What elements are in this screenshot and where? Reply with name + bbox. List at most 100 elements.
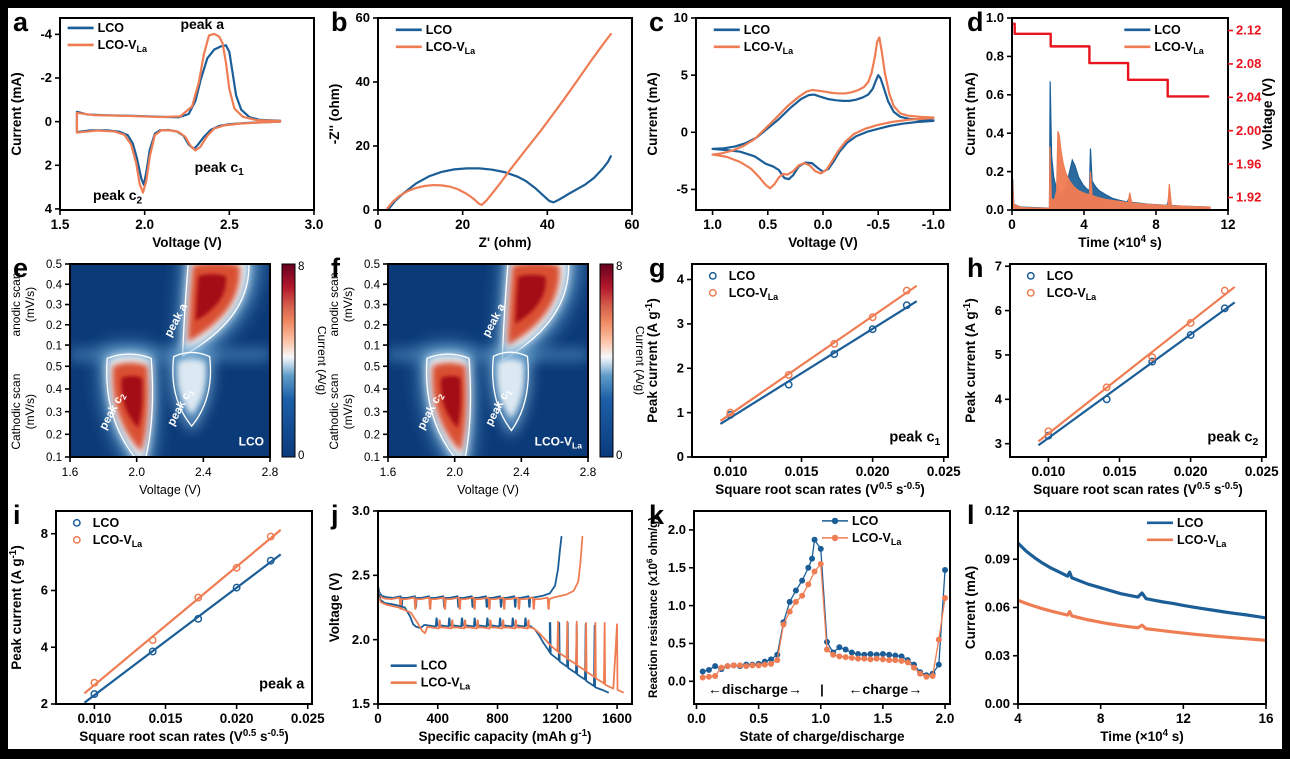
svg-text:2: 2: [677, 360, 684, 375]
panel-j: j 0 400 800 1200 1600 1.5 2.0 2.5 3.0 Specific cap…: [326, 500, 644, 748]
svg-text:Voltage (V): Voltage (V): [457, 483, 519, 497]
svg-text:0.09: 0.09: [985, 551, 1010, 566]
svg-text:4: 4: [1014, 711, 1022, 726]
series-a-LCO-VLa: [75, 32, 282, 194]
series-j-LCO-VLa-discharge: [378, 595, 624, 694]
svg-text:0.5: 0.5: [364, 259, 380, 271]
chart-i: 0.010 0.015 0.020 0.025 2 4 6 8 Square root scan…: [8, 510, 325, 744]
svg-text:0.0: 0.0: [986, 202, 1004, 217]
svg-text:Voltage (V): Voltage (V): [788, 235, 858, 250]
axes-h: 0.010 0.015 0.020 0.025 3 4 5 6 7 Square root sca…: [962, 258, 1279, 497]
chart-h: 0.010 0.015 0.020 0.025 3 4 5 6 7 Square root sca…: [962, 258, 1279, 497]
series-b-LCO-VLa: [386, 32, 612, 210]
svg-text:Specific capacity (mAh g-1): Specific capacity (mAh g-1): [419, 728, 592, 744]
svg-text:0.015: 0.015: [149, 711, 183, 726]
panel-h: h 0.010 0.015 0.020 0.025 3 4 5 6 7 Square root sc…: [962, 253, 1280, 501]
panel-letter-c: c: [649, 7, 665, 37]
svg-text:1.5: 1.5: [352, 696, 370, 711]
svg-text:1.92: 1.92: [1236, 190, 1261, 205]
panel-letter-e: e: [13, 253, 29, 283]
axes-d: 0 4 8 12 0.0 0.2 0.4 0.6 0.8 1.0 1.92 1.96 2.00 2.04 2…: [963, 10, 1275, 250]
svg-text:(mV/s): (mV/s): [341, 287, 355, 322]
svg-text:8: 8: [41, 526, 48, 541]
plot-area-f: [388, 264, 588, 457]
annotation-g: peak c1: [889, 430, 940, 448]
svg-text:0.4: 0.4: [364, 279, 381, 291]
series-d-LCO-VLa: [1012, 131, 1211, 210]
svg-text:LCO-VLa: LCO-VLa: [1154, 40, 1204, 56]
svg-text:0.1: 0.1: [364, 452, 380, 464]
svg-text:Current (mA): Current (mA): [963, 566, 978, 649]
axes-e: 1.6 2.0 2.4 2.8 0.5 0.4 0.3 0.2 0.1 0.5 0.4 0.3 0.2 0…: [9, 259, 279, 497]
axes-f: 1.6 2.0 2.4 2.8 0.5 0.4 0.3 0.2 0.1 0.5 0.4 0.3 0.2 0…: [327, 259, 597, 497]
legend-g: LCO LCO-VLa: [708, 269, 779, 302]
legend-l: LCO LCO-VLa: [1146, 516, 1227, 549]
svg-text:(mV/s): (mV/s): [23, 287, 37, 322]
svg-text:0.3: 0.3: [46, 300, 62, 312]
panel-letter-l: l: [967, 500, 975, 530]
axes-i: 0.010 0.015 0.020 0.025 2 4 6 8 Square root scan…: [8, 510, 325, 744]
annotation-a: peak c2: [93, 187, 143, 206]
svg-text:7: 7: [995, 258, 1002, 273]
svg-text:0: 0: [363, 202, 370, 217]
panel-i: i 0.010 0.015 0.020 0.025 2 4 6 8 Square root sca…: [8, 500, 326, 748]
svg-text:LCO: LCO: [744, 23, 771, 37]
svg-text:Voltage (V): Voltage (V): [1259, 78, 1275, 150]
axes-a: 1.5 2.0 2.5 3.0 -4 -2 0 2 4 Voltage (V) Current (m…: [9, 17, 324, 250]
series-d-LCO: [1012, 81, 1211, 210]
svg-text:2.4: 2.4: [513, 465, 530, 479]
svg-text:0.2: 0.2: [986, 164, 1004, 179]
svg-text:Time (×104 s): Time (×104 s): [1078, 234, 1162, 250]
svg-text:8: 8: [1152, 217, 1160, 232]
svg-text:0: 0: [677, 449, 684, 464]
svg-text:0.3: 0.3: [364, 300, 380, 312]
svg-text:LCO: LCO: [1177, 516, 1204, 530]
svg-text:2.04: 2.04: [1236, 90, 1262, 105]
chart-d: 0 4 8 12 0.0 0.2 0.4 0.6 0.8 1.0 1.92 1.96 2.00 2.04 2…: [963, 10, 1275, 250]
svg-text:LCO: LCO: [421, 659, 448, 673]
panel-d: d 0 4 8 12 0.0 0.2 0.4 0.6 0.8 1.0 1.92 1.96 2.00 2.04…: [962, 7, 1280, 254]
panel-letter-j: j: [331, 500, 339, 530]
plot-area-c: [711, 36, 935, 190]
plot-area-h: [1037, 286, 1236, 447]
annotation-i: peak a: [259, 677, 305, 693]
svg-text:0.1: 0.1: [364, 340, 380, 352]
svg-text:1.0: 1.0: [811, 711, 830, 726]
svg-text:0: 0: [298, 450, 304, 462]
series-c-LCO-VLa: [711, 36, 935, 190]
svg-text:4: 4: [41, 639, 49, 654]
svg-text:LCO-VLa: LCO-VLa: [1047, 286, 1097, 302]
svg-text:4: 4: [45, 201, 53, 216]
svg-text:2.0: 2.0: [352, 632, 370, 647]
annotation-e: LCO: [239, 434, 264, 448]
svg-text:0.5: 0.5: [46, 361, 62, 373]
series-i-LCO-VLa: [83, 529, 282, 695]
svg-text:Current (mA): Current (mA): [9, 72, 24, 155]
svg-text:-4: -4: [40, 27, 52, 42]
series-b-LCO: [387, 155, 612, 210]
svg-text:1.96: 1.96: [1236, 156, 1261, 171]
annotation-f: LCO-VLa: [535, 434, 583, 450]
svg-text:3.0: 3.0: [305, 217, 324, 232]
svg-text:Square root scan rates (V0.5 s: Square root scan rates (V0.5 s-0.5): [79, 728, 289, 744]
svg-text:0.12: 0.12: [985, 503, 1010, 518]
annotation-a: peak a: [180, 16, 224, 32]
svg-text:3: 3: [995, 436, 1002, 451]
axes-l: 4 8 12 16 0.00 0.03 0.06 0.09 0.12 Time (×104 s) C…: [963, 503, 1274, 744]
legend-h: LCO LCO-VLa: [1026, 269, 1097, 302]
svg-text:Z' (ohm): Z' (ohm): [479, 235, 532, 250]
panel-e: e 1.6 2.0 2.4 2.8 0.5 0.4 0.3 0.2 0.1 0.5 0.4 0.3 0.2…: [8, 253, 326, 501]
annotation-k: ←charge→: [848, 681, 922, 697]
svg-text:60: 60: [624, 217, 639, 232]
svg-text:LCO: LCO: [426, 23, 453, 37]
series-j-LCO-charge: [378, 535, 563, 608]
panel-c: c 1.0 0.5 0.0 -0.5 -1.0 -5 0 5 10 Voltage (V) Curre…: [644, 7, 962, 254]
plot-area-j: [378, 535, 624, 694]
axes-g: 0.010 0.015 0.020 0.025 0 1 2 3 4 Square root sca…: [644, 263, 961, 497]
svg-text:0: 0: [616, 450, 622, 462]
svg-text:0.2: 0.2: [364, 430, 380, 442]
svg-text:(mV/s): (mV/s): [23, 394, 37, 429]
svg-text:0: 0: [374, 711, 382, 726]
series-d-voltage-step: [1012, 22, 1210, 98]
svg-text:10: 10: [674, 10, 688, 25]
